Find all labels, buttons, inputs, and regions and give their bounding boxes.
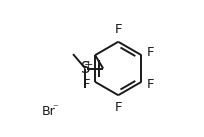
- Text: F: F: [146, 79, 153, 91]
- Text: +: +: [84, 60, 93, 70]
- Text: F: F: [82, 79, 89, 91]
- Text: Br: Br: [41, 105, 55, 118]
- Text: ⁻: ⁻: [52, 104, 57, 114]
- Text: S: S: [80, 61, 90, 76]
- Text: F: F: [114, 23, 121, 36]
- Text: F: F: [146, 46, 153, 58]
- Text: F: F: [114, 101, 121, 114]
